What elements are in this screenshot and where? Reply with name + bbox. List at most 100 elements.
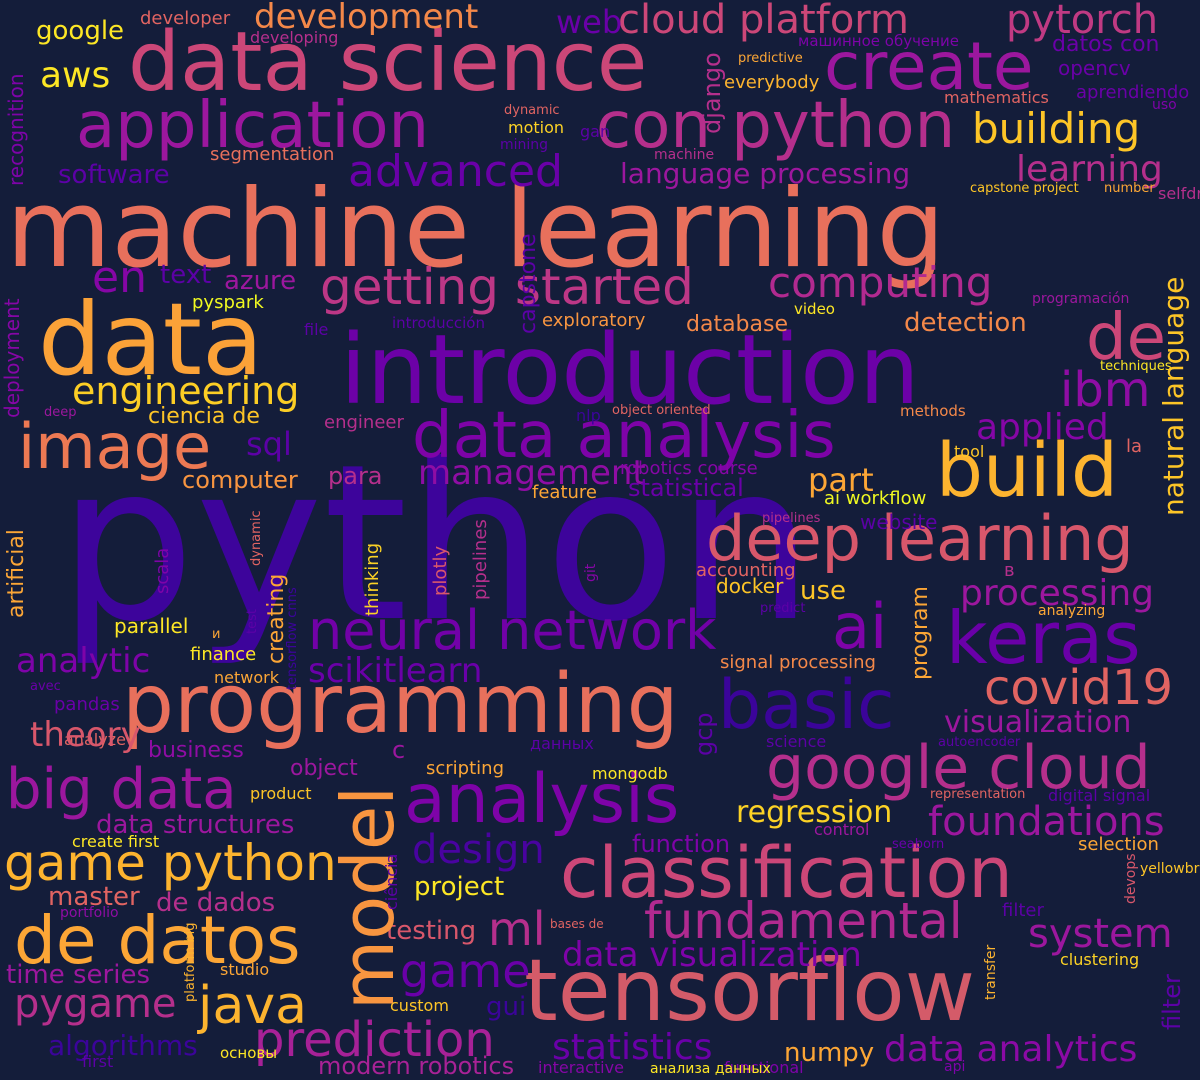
word-selfdriving-cars: tensorflow cnns: [285, 587, 300, 690]
word-mining: mining: [500, 137, 549, 153]
word-yellowbrick: selection: [1078, 834, 1159, 855]
word-ai-workflow: ai workflow: [824, 488, 927, 509]
word-file: file: [304, 320, 329, 339]
word-portfolio: clustering: [1060, 950, 1140, 969]
word-platform-big: transfer: [983, 944, 999, 1000]
word-google: google: [36, 16, 125, 46]
word-nlp: nlp: [576, 406, 601, 425]
word-azure: azure: [224, 266, 297, 296]
word-first: platform big: [183, 922, 198, 1003]
word-tensorflow: tensorflow: [524, 941, 976, 1041]
word-devops: yellowbrick: [1140, 861, 1200, 877]
word-signal-processing: signal processing: [720, 652, 876, 673]
word-statistics: statistics: [552, 1027, 713, 1068]
word-bases-de: portfolio: [60, 905, 119, 921]
word-language-processing: language processing: [620, 157, 911, 190]
word-filter: devops: [1123, 853, 1139, 904]
word-science: gcp: [690, 712, 718, 756]
word-classification: classification: [560, 832, 1013, 914]
word-developer: developer: [140, 8, 231, 29]
word-project: project: [414, 872, 505, 902]
word-keras: keras: [946, 596, 1141, 680]
word-python: python: [58, 418, 814, 669]
word-plotly: plotly: [430, 545, 451, 596]
word-introduccion: introducción: [392, 314, 485, 332]
word-functional: functional: [724, 1058, 804, 1077]
word-video: video: [794, 300, 835, 318]
word-datos-con: datos con: [1052, 32, 1160, 57]
word-visualization: visualization: [944, 705, 1132, 740]
word-everybody: everybody: [724, 72, 820, 93]
word-capstone: capstone: [516, 233, 541, 334]
word-feature: feature: [532, 482, 597, 503]
word-uso: uso: [1152, 97, 1177, 113]
word-representation: autoencoder: [938, 735, 1021, 750]
word-development: development: [254, 0, 479, 37]
word-number: number: [1104, 181, 1155, 196]
word-design: design: [412, 827, 545, 873]
word-segmentation: segmentation: [210, 144, 335, 165]
word-data-analytics: data analytics: [884, 1029, 1138, 1070]
word-la: la: [1126, 436, 1143, 457]
word-seaborn: control: [814, 820, 870, 839]
word-finance: finance: [190, 644, 257, 665]
word-image: image: [18, 410, 212, 483]
word-getting-started: getting started: [320, 258, 694, 316]
word-engineer: engineer: [324, 412, 404, 433]
word-pygame: pygame: [14, 981, 177, 1027]
word-deep-learning: deep learning: [706, 502, 1134, 575]
word-big-data: big data: [6, 757, 237, 822]
word-website: pipelines: [762, 511, 821, 526]
word-ciencia-de: ciencia de: [148, 404, 260, 429]
word-api: основы: [220, 1044, 278, 1062]
word-data: data: [38, 281, 264, 398]
word-scripting: scripting: [426, 758, 504, 779]
word-build: build: [936, 428, 1118, 514]
word-developing: developing: [250, 28, 339, 47]
word-application: application: [76, 89, 430, 163]
word-mongodb: mongodb: [592, 764, 668, 783]
word-motion: motion: [508, 118, 565, 137]
word-numpy: numpy: [784, 1038, 875, 1068]
word-processing: processing: [960, 573, 1155, 614]
word-engineering: engineering: [72, 369, 300, 413]
word-parallel: analyzing: [1038, 603, 1106, 619]
word-selection: seaborn: [892, 837, 945, 852]
word-deployment: deployment: [0, 298, 24, 418]
word-git: dynamic: [504, 103, 560, 118]
word-aprendiendo: aprendiendo: [1076, 82, 1190, 103]
word-gan: dynamic: [249, 510, 264, 566]
word-computer: computer: [182, 466, 298, 494]
word-v: website: [860, 510, 938, 534]
word-theory: analyze: [64, 730, 126, 749]
word-create-first: create first: [72, 832, 160, 851]
word-master: master: [48, 882, 140, 912]
word-opencv: opencv: [1058, 56, 1131, 80]
word-modern-robotics: modern robotics: [318, 1052, 515, 1080]
word-aws: aws: [40, 55, 111, 96]
word-regression: regression: [736, 795, 893, 830]
word-pandas: pandas: [54, 694, 120, 715]
word-techniques: techniques: [1100, 359, 1172, 374]
word-text: text: [160, 260, 212, 290]
word-use: use: [800, 576, 847, 606]
word-osnovy: bases de: [550, 917, 604, 931]
word-network: network: [214, 668, 279, 687]
word-software: software: [58, 160, 170, 190]
word-mathematics: mathematics: [944, 88, 1049, 107]
word-tool: tool: [954, 442, 985, 461]
word-detection: detection: [904, 308, 1027, 338]
word-mashinnoe-obuchenie: машинное обучение: [798, 32, 959, 50]
word-dannykh: c: [392, 736, 406, 764]
word-ibm: ibm: [1060, 362, 1151, 418]
word-advanced: advanced: [348, 146, 563, 197]
word-en: en: [92, 252, 147, 303]
word-pipelines: pipelines: [470, 519, 491, 600]
word-dynamic: test: [245, 609, 260, 634]
word-management: management: [418, 453, 646, 493]
word-pytorch: pytorch: [1006, 0, 1159, 43]
word-sql: sql: [246, 425, 292, 463]
word-part: part: [808, 461, 874, 499]
word-natural-language: natural language: [1157, 276, 1190, 516]
word-applied: applied: [976, 407, 1109, 448]
